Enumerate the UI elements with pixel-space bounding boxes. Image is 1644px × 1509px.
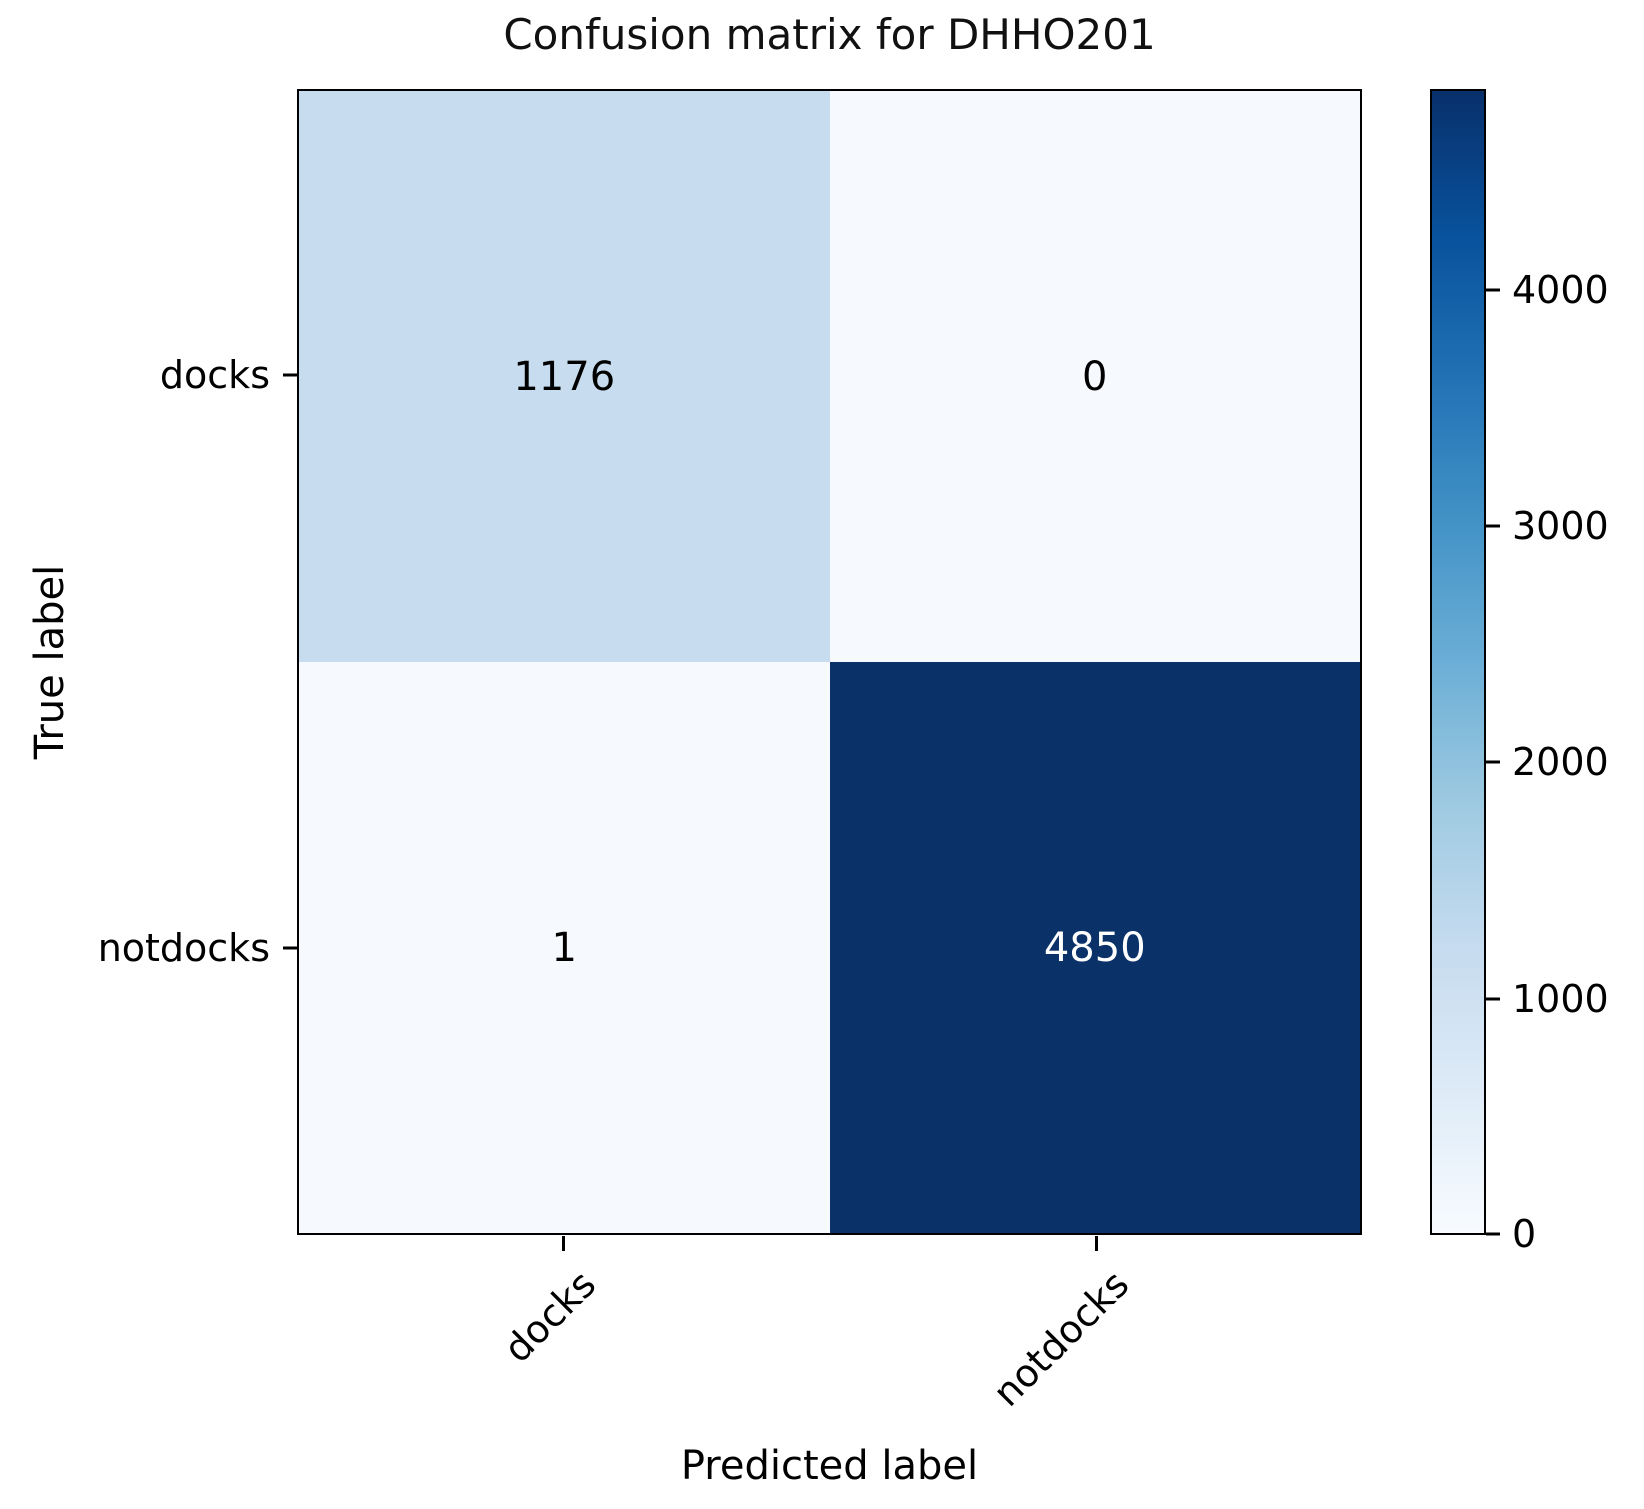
colorbar-tick-label-1000: 1000 [1512, 977, 1609, 1021]
heatmap-cell-docks-notdocks: 0 [829, 91, 1360, 662]
y-tick-mark [283, 373, 297, 377]
cell-value: 0 [1082, 353, 1108, 400]
colorbar [1430, 89, 1486, 1235]
colorbar-tick-label-0: 0 [1512, 1212, 1537, 1256]
colorbar-tick-mark [1486, 997, 1500, 1001]
x-tick-label-docks: docks [495, 1262, 605, 1371]
y-axis-label: True label [27, 564, 73, 760]
heatmap-plot-area: 1176 0 1 4850 [297, 89, 1362, 1235]
y-tick-label-notdocks: notdocks [97, 926, 270, 970]
heatmap-cell-docks-docks: 1176 [299, 91, 830, 662]
colorbar-tick-label-3000: 3000 [1512, 504, 1609, 548]
cell-value: 1 [551, 924, 577, 971]
chart-title: Confusion matrix for DHHO201 [503, 10, 1156, 59]
y-tick-mark [283, 946, 297, 950]
colorbar-tick-label-2000: 2000 [1512, 740, 1609, 784]
cell-value: 1176 [513, 353, 616, 400]
colorbar-tick-mark [1486, 288, 1500, 292]
colorbar-tick-label-4000: 4000 [1512, 268, 1609, 312]
x-axis-label: Predicted label [680, 1443, 979, 1489]
x-tick-mark [562, 1236, 565, 1251]
cell-value: 4850 [1043, 924, 1146, 971]
colorbar-tick-mark [1486, 760, 1500, 764]
colorbar-tick-mark [1486, 1232, 1500, 1236]
x-tick-mark [1095, 1236, 1098, 1251]
colorbar-tick-mark [1486, 524, 1500, 528]
y-tick-label-docks: docks [159, 353, 270, 397]
heatmap-cell-notdocks-notdocks: 4850 [829, 662, 1360, 1233]
x-tick-label-notdocks: notdocks [984, 1262, 1138, 1415]
heatmap-cell-notdocks-docks: 1 [299, 662, 830, 1233]
